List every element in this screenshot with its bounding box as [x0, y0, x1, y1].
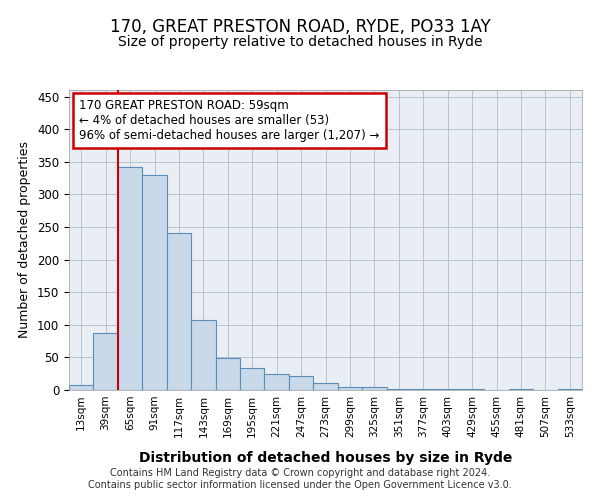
Bar	[338, 386, 362, 390]
Bar	[289, 376, 313, 390]
Bar	[386, 388, 411, 390]
Bar	[69, 386, 94, 390]
Text: 170 GREAT PRESTON ROAD: 59sqm
← 4% of detached houses are smaller (53)
96% of se: 170 GREAT PRESTON ROAD: 59sqm ← 4% of de…	[79, 99, 380, 142]
Bar	[313, 384, 338, 390]
Bar	[118, 167, 142, 390]
Bar	[167, 234, 191, 390]
Bar	[215, 358, 240, 390]
Bar	[362, 388, 386, 390]
Bar	[411, 388, 436, 390]
Bar	[191, 320, 215, 390]
X-axis label: Distribution of detached houses by size in Ryde: Distribution of detached houses by size …	[139, 451, 512, 465]
Text: 170, GREAT PRESTON ROAD, RYDE, PO33 1AY: 170, GREAT PRESTON ROAD, RYDE, PO33 1AY	[110, 18, 490, 36]
Text: Size of property relative to detached houses in Ryde: Size of property relative to detached ho…	[118, 35, 482, 49]
Bar	[240, 368, 265, 390]
Bar	[142, 175, 167, 390]
Y-axis label: Number of detached properties: Number of detached properties	[19, 142, 31, 338]
Bar	[265, 374, 289, 390]
Text: Contains HM Land Registry data © Crown copyright and database right 2024.
Contai: Contains HM Land Registry data © Crown c…	[88, 468, 512, 490]
Bar	[94, 332, 118, 390]
